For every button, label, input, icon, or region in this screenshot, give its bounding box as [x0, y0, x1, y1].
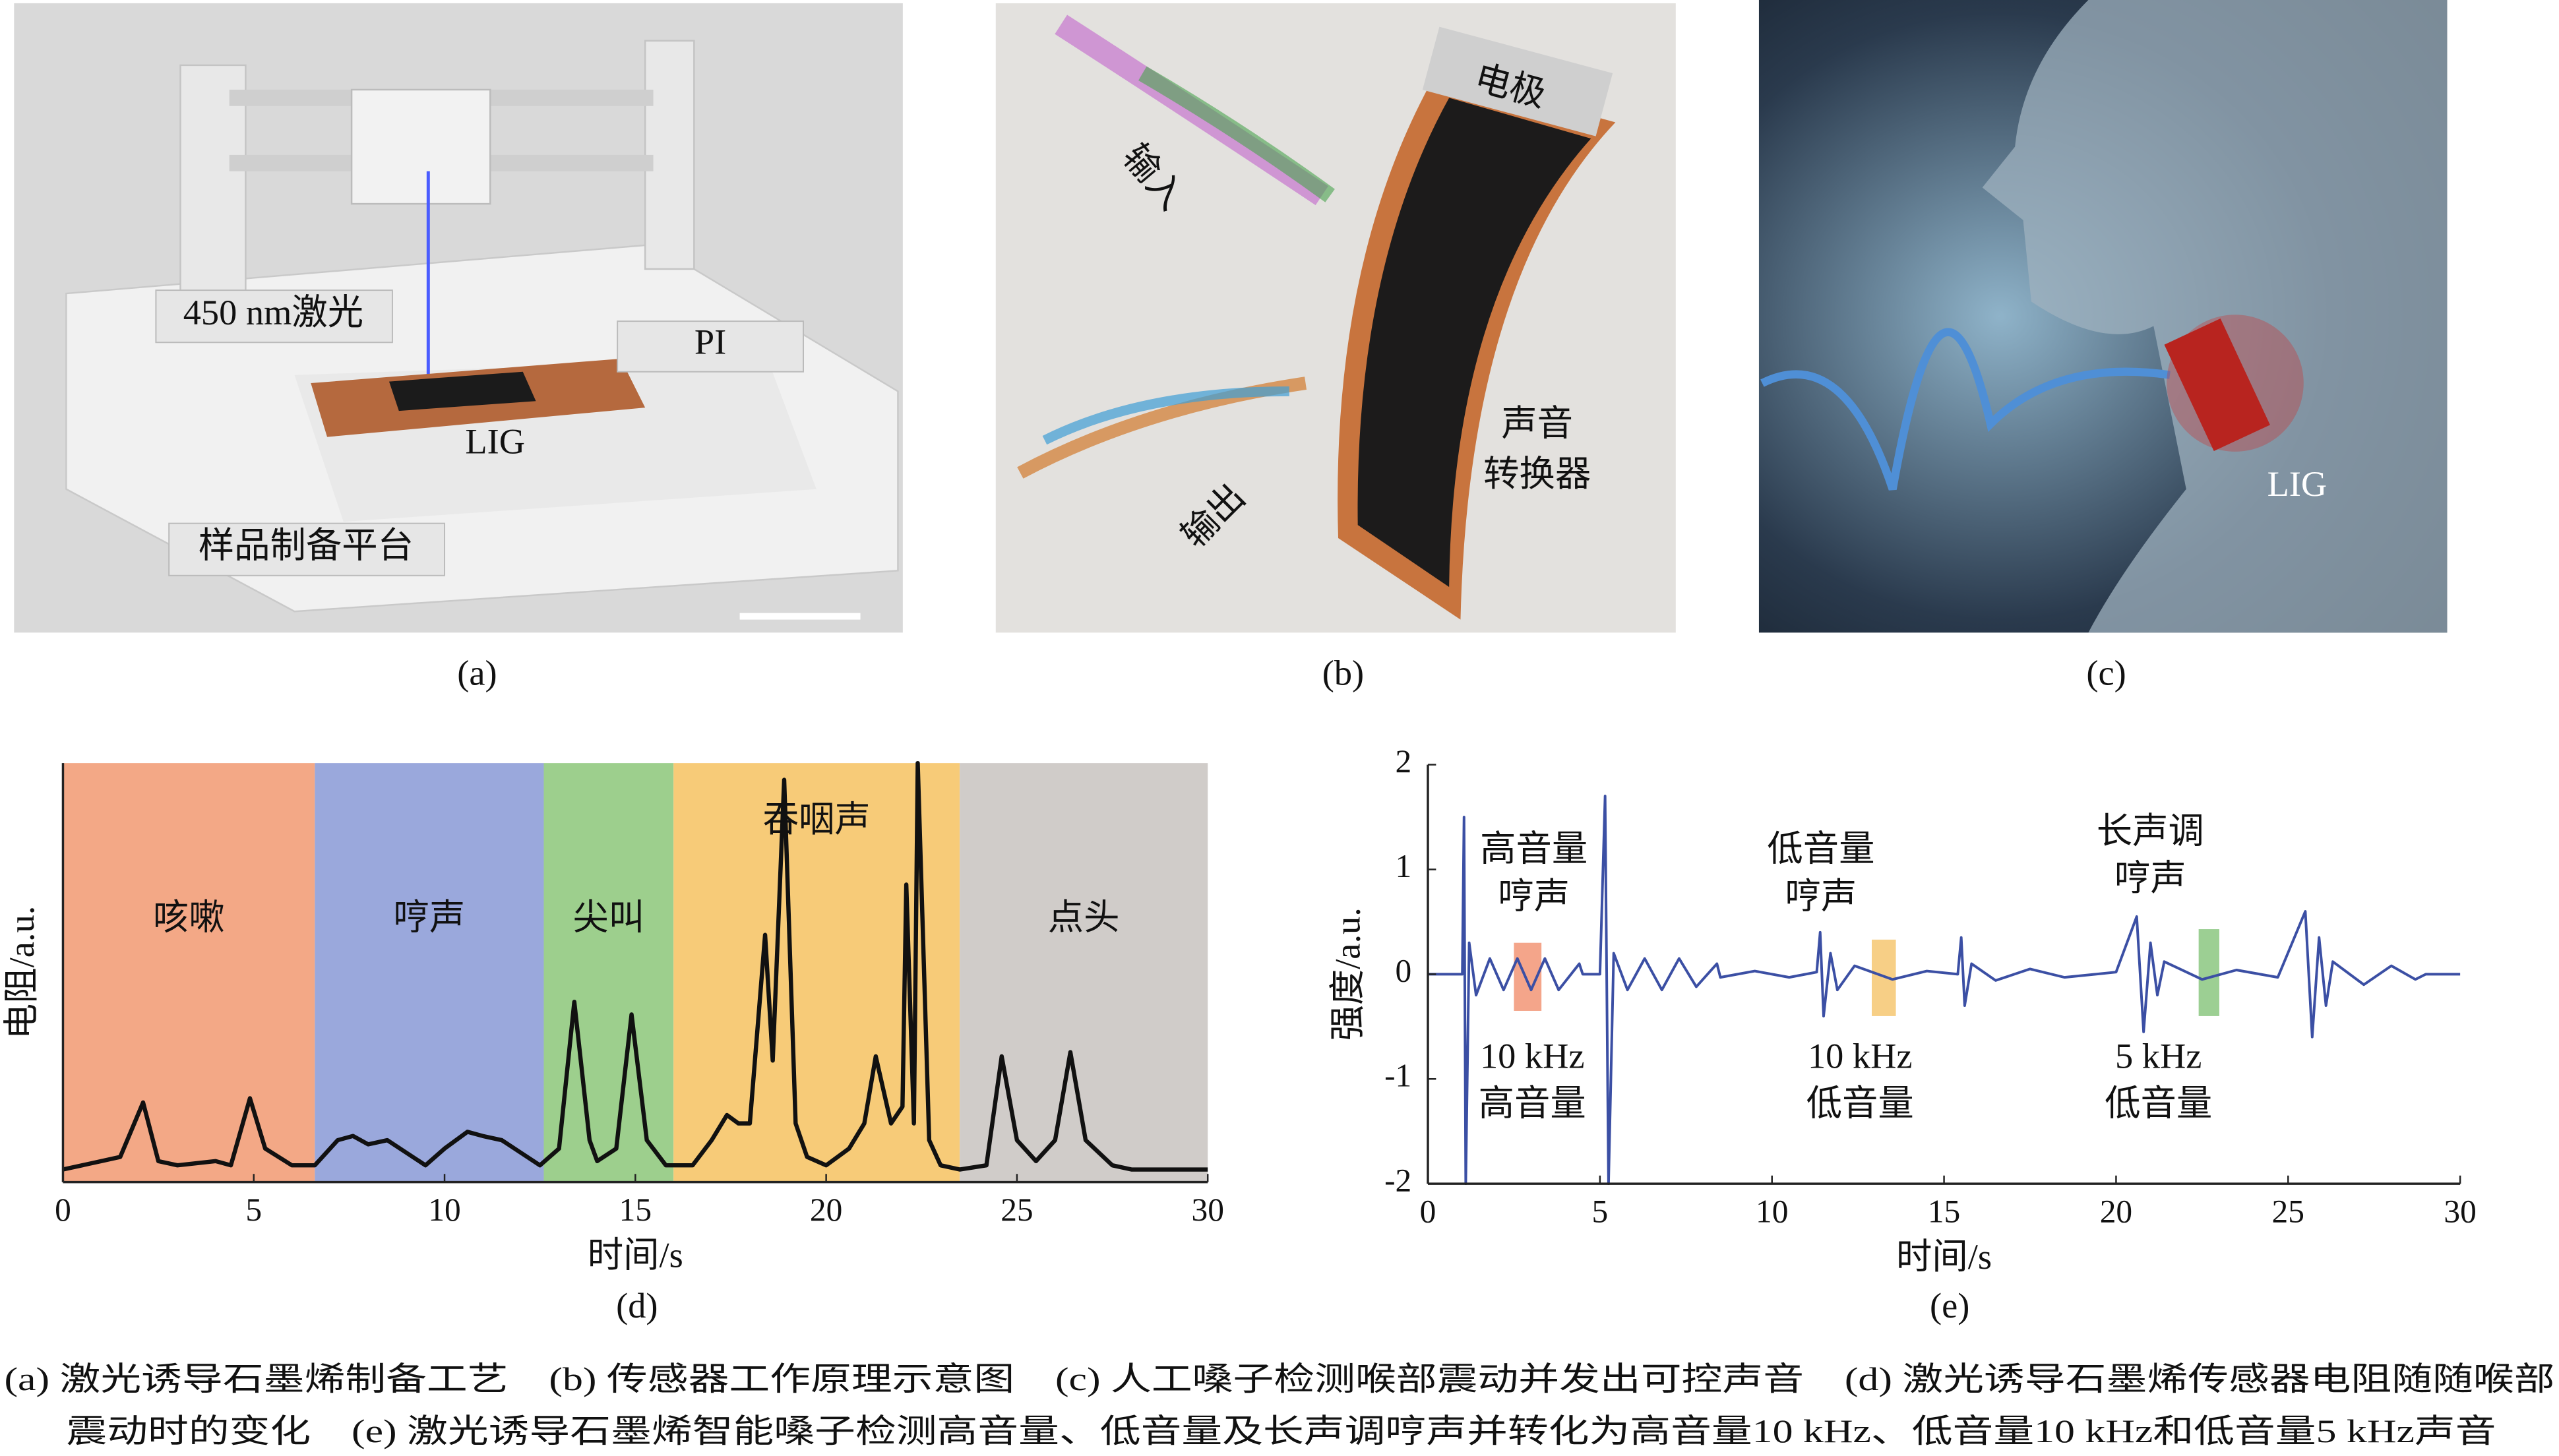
y-axis-label: 电阻/a.u.	[2, 906, 42, 1039]
x-tick-label: 5	[1591, 1193, 1608, 1229]
region-label: 咳嗽	[153, 897, 225, 937]
electrode-clip	[1422, 26, 1613, 136]
label-box	[168, 522, 446, 576]
transducer	[1357, 98, 1591, 588]
region-label: 尖叫	[572, 897, 644, 937]
x-tick-label: 25	[1001, 1192, 1033, 1228]
region-label: 点头	[1048, 897, 1120, 937]
label: LIG	[2267, 464, 2328, 504]
region	[960, 763, 1208, 1182]
label: 450 nm激光	[183, 293, 363, 332]
x-tick-label: 15	[619, 1192, 652, 1228]
annotation: 高音量	[1479, 1083, 1586, 1123]
lig-pattern	[388, 371, 536, 411]
region	[63, 763, 315, 1182]
x-tick-label: 5	[245, 1192, 262, 1228]
region-label: 吞咽声	[763, 800, 871, 839]
x-tick-label: 10	[1756, 1193, 1788, 1229]
annotation: 低音量	[1806, 1083, 1914, 1123]
panel-a: 450 nm激光 PI LIG 样品制备平台	[14, 3, 903, 633]
x-tick-label: 10	[428, 1192, 460, 1228]
annotation: 哼声	[1498, 876, 1570, 916]
panel-b: 电极 输入 输出 声音 转换器	[995, 3, 1676, 633]
label: 声音	[1501, 404, 1573, 443]
y-axis-label: 强度/a.u.	[1328, 907, 1367, 1041]
input-wave	[1138, 66, 1335, 202]
highlight	[2198, 929, 2219, 1016]
annotation: 长声调	[2097, 811, 2204, 851]
y-tick-label: -2	[1384, 1162, 1411, 1198]
sensor	[2164, 318, 2270, 452]
annotation: 哼声	[2114, 859, 2186, 898]
x-tick-label: 30	[2444, 1193, 2476, 1229]
caption-line: (a) 激光诱导石墨烯制备工艺 (b) 传感器工作原理示意图 (c) 人工嗓子检…	[4, 1361, 2554, 1397]
x-tick-label: 0	[55, 1192, 71, 1228]
label: LIG	[465, 421, 525, 461]
y-tick-label: 2	[1396, 743, 1412, 779]
label: 样品制备平台	[199, 526, 414, 566]
region	[543, 763, 674, 1182]
annotation: 低音量	[1767, 830, 1874, 869]
panel-c: LIG	[1758, 0, 2448, 633]
highlight	[1872, 939, 1896, 1016]
panel-label: (e)	[1930, 1286, 1969, 1325]
label-box	[155, 289, 393, 344]
x-tick-label: 25	[2272, 1193, 2304, 1229]
label: 转换器	[1483, 454, 1591, 494]
data-line	[62, 760, 1208, 1172]
x-tick-label: 15	[1928, 1193, 1960, 1229]
annotation: 低音量	[2105, 1083, 2212, 1123]
annotation: 哼声	[1785, 876, 1857, 916]
panel-label: (a)	[457, 653, 497, 693]
annotation: 10 kHz	[1808, 1037, 1913, 1076]
x-tick-label: 0	[1420, 1193, 1436, 1229]
y-tick-label: 1	[1396, 848, 1412, 884]
y-tick-label: 0	[1396, 953, 1412, 989]
annotation: 高音量	[1480, 830, 1588, 869]
annotation: 5 kHz	[2115, 1037, 2202, 1076]
head	[1982, 0, 2448, 633]
panel-label: (c)	[2086, 653, 2126, 693]
x-axis-label: 时间/s	[1896, 1237, 1992, 1277]
region-label: 哼声	[394, 897, 466, 937]
x-tick-label: 20	[810, 1192, 842, 1228]
label-box	[617, 320, 805, 373]
output-notes	[1042, 386, 1289, 445]
x-axis-label: 时间/s	[588, 1235, 683, 1275]
x-tick-label: 20	[2100, 1193, 2132, 1229]
sound-wave	[1760, 328, 2171, 491]
data-line	[1428, 795, 2461, 1186]
laser-head	[350, 88, 491, 205]
y-tick-label: -1	[1384, 1058, 1411, 1094]
x-tick-label: 30	[1191, 1192, 1223, 1228]
region	[315, 763, 544, 1182]
panel-label: (d)	[616, 1286, 658, 1325]
label: PI	[694, 322, 726, 362]
caption-line: 震动时的变化 (e) 激光诱导石墨烯智能嗓子检测高音量、低音量及长声调哼声并转化…	[66, 1413, 2496, 1449]
annotation: 10 kHz	[1480, 1037, 1585, 1076]
panel-label: (b)	[1322, 653, 1364, 693]
